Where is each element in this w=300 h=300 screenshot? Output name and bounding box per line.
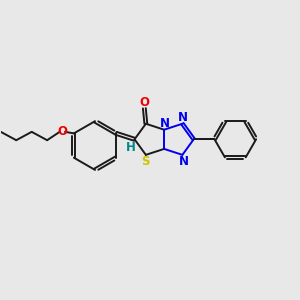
Text: S: S <box>142 155 150 168</box>
Text: N: N <box>179 155 189 168</box>
Text: O: O <box>58 125 68 138</box>
Text: H: H <box>125 140 135 154</box>
Text: N: N <box>177 111 188 124</box>
Text: O: O <box>140 96 149 110</box>
Text: N: N <box>160 117 170 130</box>
